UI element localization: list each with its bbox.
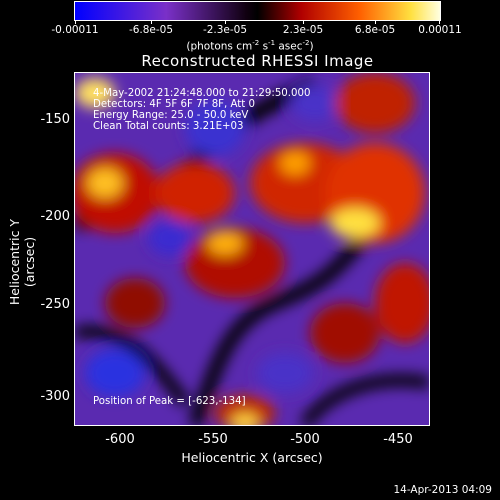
plot-timestamp: 14-Apr-2013 04:09 <box>393 484 492 496</box>
y-tick-label: -150 <box>40 112 70 127</box>
colorbar-tick <box>439 20 440 24</box>
colorbar-tick <box>75 20 76 24</box>
y-tick-label: -200 <box>40 209 70 224</box>
colorbar-tick-label: -6.8e-05 <box>128 24 174 36</box>
y-axis-ticks: -150 -200 -250 -300 <box>0 0 70 500</box>
colorbar-units: (photons cm-2 s-1 asec-2) <box>186 39 314 53</box>
x-tick-label: -600 <box>105 432 135 447</box>
colorbar-tick <box>151 20 152 24</box>
colorbar-gradient <box>75 2 440 20</box>
colorbar-tick-label: -2.3e-05 <box>202 24 248 36</box>
x-tick-label: -550 <box>198 432 228 447</box>
colorbar-tick-label: 0.00011 <box>418 24 462 36</box>
y-tick-label: -250 <box>40 297 70 312</box>
colorbar-tick <box>303 20 304 24</box>
intensity-map <box>75 73 429 425</box>
colorbar-tick <box>225 20 226 24</box>
y-axis-title: Heliocentric Y (arcsec) <box>7 218 37 306</box>
colorbar-tick-label: 6.8e-05 <box>354 24 396 36</box>
colorbar-tick-label: -0.00011 <box>51 24 99 36</box>
clean-counts-label: Clean Total counts: 3.21E+03 <box>93 121 244 132</box>
peak-position-label: Position of Peak = [-623,-134] <box>93 396 246 407</box>
detectors-label: Detectors: 4F 5F 6F 7F 8F, Att 0 <box>93 99 256 110</box>
x-axis-title: Heliocentric X (arcsec) <box>181 450 323 465</box>
time-range-label: 4-May-2002 21:24:48.000 to 21:29:50.000 <box>93 88 311 99</box>
rhessi-image: 4-May-2002 21:24:48.000 to 21:29:50.000 … <box>74 72 430 426</box>
y-tick-label: -300 <box>40 389 70 404</box>
energy-range-label: Energy Range: 25.0 - 50.0 keV <box>93 110 249 121</box>
x-tick-label: -450 <box>383 432 413 447</box>
colorbar-tick-label: 2.3e-05 <box>282 24 324 36</box>
colorbar-tick <box>375 20 376 24</box>
image-title: Reconstructed RHESSI Image <box>141 52 374 70</box>
x-tick-label: -500 <box>290 432 320 447</box>
colorbar <box>74 1 441 21</box>
